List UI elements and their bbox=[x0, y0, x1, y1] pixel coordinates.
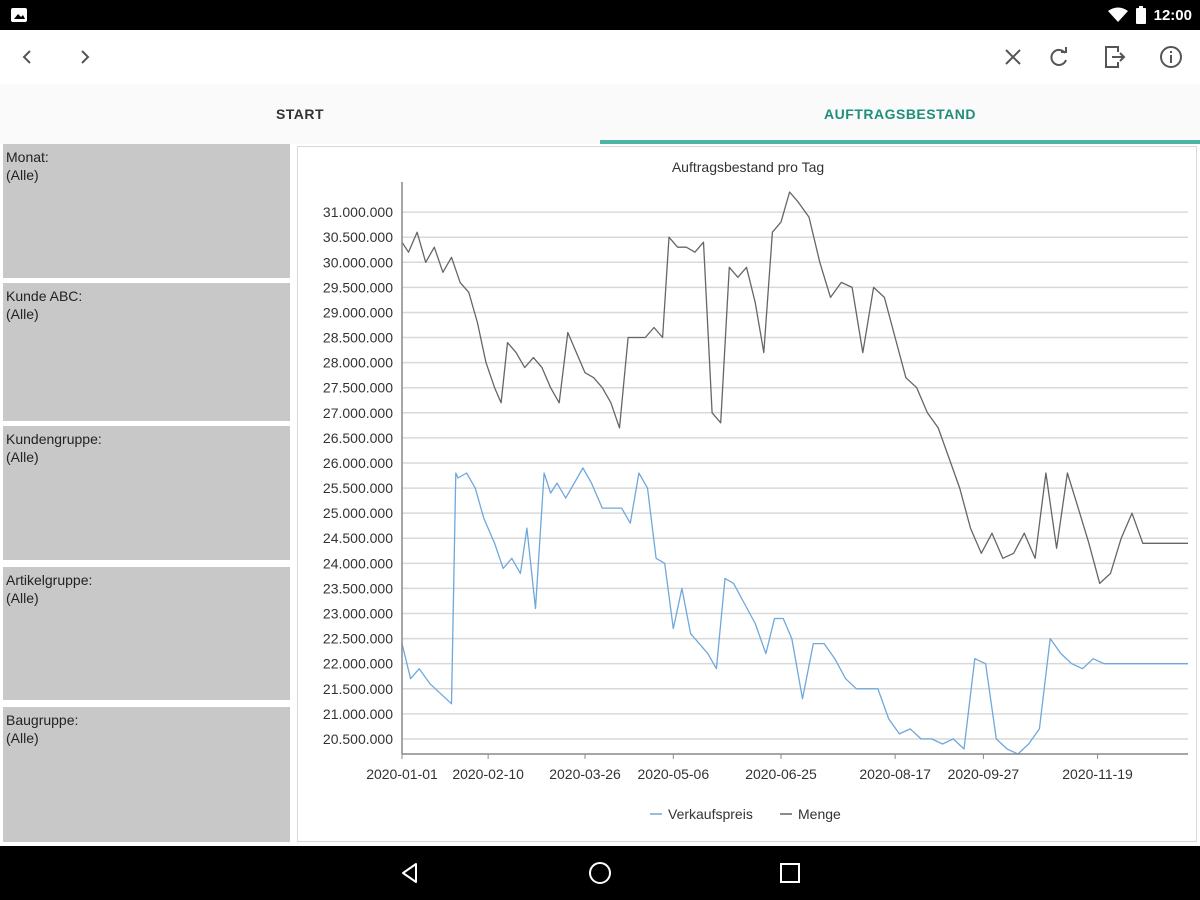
close-button[interactable] bbox=[995, 39, 1031, 75]
y-axis-ticks: 20.500.000 21.000.000 21.500.000 22.000.000… bbox=[323, 204, 393, 747]
y-tick-label: 27.000.000 bbox=[323, 405, 393, 421]
series-lines bbox=[401, 191, 1188, 755]
nav-home-button[interactable] bbox=[582, 855, 618, 891]
y-tick-label: 31.000.000 bbox=[323, 204, 393, 220]
clock: 12:00 bbox=[1153, 6, 1192, 24]
y-tick-label: 21.500.000 bbox=[323, 681, 393, 697]
back-chevron-icon bbox=[22, 50, 31, 64]
export-button[interactable] bbox=[1097, 39, 1133, 75]
filter-kundengruppe[interactable]: Kundengruppe: (Alle) bbox=[3, 426, 290, 560]
filter-value: (Alle) bbox=[6, 449, 39, 465]
close-icon bbox=[1005, 49, 1021, 65]
y-tick-label: 27.500.000 bbox=[323, 380, 393, 396]
series-line-menge bbox=[401, 191, 1188, 585]
x-tick-label: 2020-05-06 bbox=[638, 766, 710, 782]
y-tick-label: 24.000.000 bbox=[323, 555, 393, 571]
filter-kunde-abc[interactable]: Kunde ABC: (Alle) bbox=[3, 283, 290, 421]
filter-artikelgruppe[interactable]: Artikelgruppe: (Alle) bbox=[3, 567, 290, 700]
export-icon bbox=[1105, 46, 1126, 68]
filter-label: Kunde ABC: bbox=[6, 288, 83, 304]
grid bbox=[402, 211, 1188, 740]
x-tick-label: 2020-06-25 bbox=[745, 766, 817, 782]
tab-start[interactable]: START bbox=[275, 106, 325, 122]
status-icons: 12:00 bbox=[1107, 0, 1192, 30]
y-tick-label: 21.000.000 bbox=[323, 706, 393, 722]
legend-label: Verkaufspreis bbox=[668, 806, 753, 822]
filter-value: (Alle) bbox=[6, 730, 39, 746]
filter-value: (Alle) bbox=[6, 306, 39, 322]
x-tick-label: 2020-08-17 bbox=[859, 766, 931, 782]
nav-home-circle-icon bbox=[589, 862, 611, 884]
tab-auftragsbestand[interactable]: AUFTRAGSBESTAND bbox=[824, 106, 976, 122]
y-tick-label: 20.500.000 bbox=[323, 731, 393, 747]
y-tick-label: 28.000.000 bbox=[323, 355, 393, 371]
info-icon bbox=[1160, 46, 1182, 68]
x-tick-label: 2020-11-19 bbox=[1062, 766, 1133, 782]
image-notification-icon bbox=[11, 8, 27, 22]
filter-label: Kundengruppe: bbox=[6, 431, 102, 447]
y-tick-label: 24.500.000 bbox=[323, 530, 393, 546]
x-tick-label: 2020-09-27 bbox=[948, 766, 1020, 782]
legend: Verkaufspreis Menge bbox=[650, 806, 841, 822]
y-tick-label: 29.000.000 bbox=[323, 304, 393, 320]
chart-panel: Auftragsbestand pro Tag 20.500.000 21.000… bbox=[297, 146, 1197, 842]
filter-label: Artikelgruppe: bbox=[6, 572, 93, 588]
nav-back-triangle-icon bbox=[402, 863, 417, 883]
back-button[interactable] bbox=[10, 39, 46, 75]
app-bar bbox=[0, 30, 1200, 84]
x-axis-ticks: 2020-01-01 2020-02-10 2020-03-26 2020-05-06… bbox=[366, 754, 1133, 782]
active-tab-indicator bbox=[600, 140, 1200, 144]
system-nav-bar bbox=[0, 846, 1200, 900]
series-line-verkaufspreis bbox=[401, 467, 1188, 755]
forward-chevron-icon bbox=[81, 50, 90, 64]
filter-label: Monat: bbox=[6, 149, 49, 165]
x-tick-label: 2020-02-10 bbox=[452, 766, 524, 782]
forward-button[interactable] bbox=[66, 39, 102, 75]
refresh-icon bbox=[1050, 47, 1067, 66]
filter-panel: Monat: (Alle) Kunde ABC: (Alle) Kundengr… bbox=[0, 144, 294, 844]
refresh-button[interactable] bbox=[1041, 39, 1077, 75]
y-tick-label: 22.500.000 bbox=[323, 631, 393, 647]
y-tick-label: 30.000.000 bbox=[323, 254, 393, 270]
y-tick-label: 23.000.000 bbox=[323, 606, 393, 622]
y-tick-label: 22.000.000 bbox=[323, 656, 393, 672]
y-tick-label: 29.500.000 bbox=[323, 279, 393, 295]
y-tick-label: 25.500.000 bbox=[323, 480, 393, 496]
status-bar: 12:00 bbox=[0, 0, 1200, 30]
y-tick-label: 30.500.000 bbox=[323, 229, 393, 245]
nav-back-button[interactable] bbox=[392, 855, 428, 891]
chart-title: Auftragsbestand pro Tag bbox=[672, 159, 824, 175]
filter-monat[interactable]: Monat: (Alle) bbox=[3, 144, 290, 278]
y-tick-label: 26.000.000 bbox=[323, 455, 393, 471]
filter-value: (Alle) bbox=[6, 167, 39, 183]
y-tick-label: 26.500.000 bbox=[323, 430, 393, 446]
x-tick-label: 2020-03-26 bbox=[549, 766, 621, 782]
y-tick-label: 28.500.000 bbox=[323, 330, 393, 346]
info-button[interactable] bbox=[1153, 39, 1189, 75]
tab-bar: START AUFTRAGSBESTAND bbox=[0, 84, 1200, 144]
y-tick-label: 23.500.000 bbox=[323, 580, 393, 596]
battery-icon bbox=[1135, 6, 1146, 24]
x-tick-label: 2020-01-01 bbox=[366, 766, 438, 782]
line-chart: Auftragsbestand pro Tag 20.500.000 21.000… bbox=[323, 159, 1188, 822]
filter-value: (Alle) bbox=[6, 590, 39, 606]
filter-baugruppe[interactable]: Baugruppe: (Alle) bbox=[3, 707, 290, 842]
nav-recents-square-icon bbox=[780, 863, 800, 883]
wifi-icon bbox=[1107, 7, 1128, 22]
legend-label: Menge bbox=[798, 806, 841, 822]
filter-label: Baugruppe: bbox=[6, 712, 79, 728]
y-tick-label: 25.000.000 bbox=[323, 505, 393, 521]
nav-recents-button[interactable] bbox=[772, 855, 808, 891]
